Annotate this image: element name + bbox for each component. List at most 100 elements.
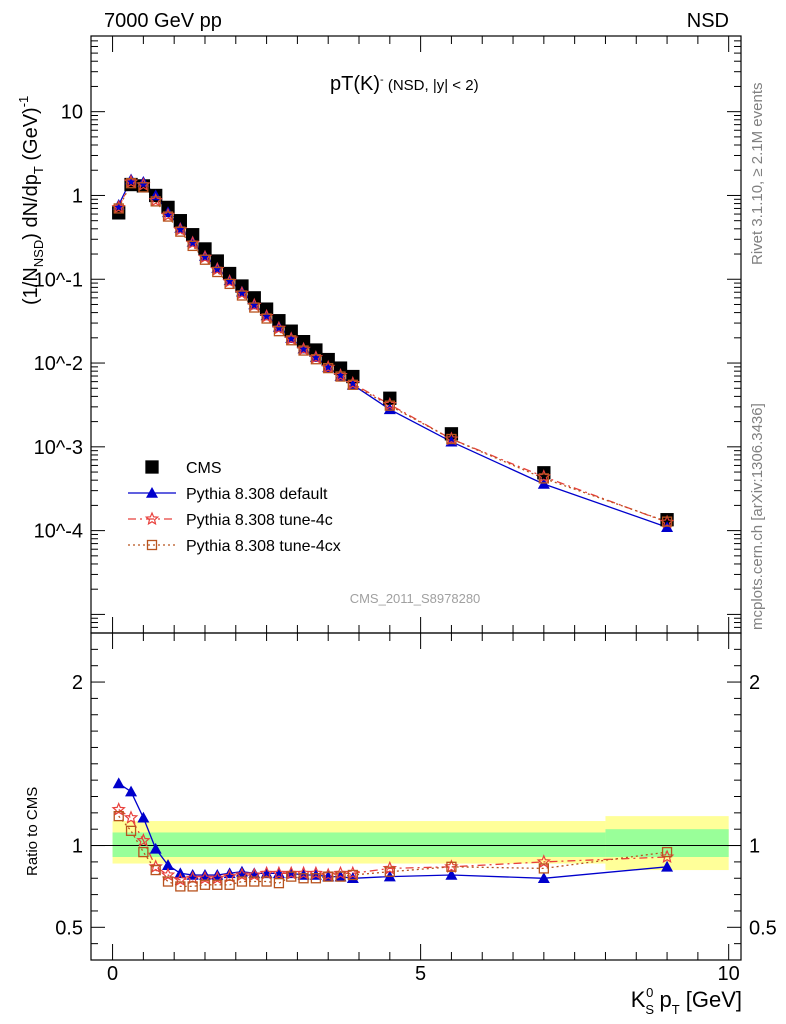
tune4cx-data-point [236,290,248,301]
ratio-tune4cx-point [236,876,248,887]
ratio-y-tick-label-right: 1 [749,836,760,858]
ratio-y-tick-label-left: 2 [72,672,83,694]
ratio-default-point [223,867,236,879]
main-title-main: pT(K) [330,73,380,95]
main-title-sup: - [380,74,384,86]
tune4cx-data-point [125,178,137,189]
ratio-default-point [661,860,674,872]
ratio-tune4cx-point [162,876,174,887]
ratio-tune4c-point [536,854,551,869]
ratio-tune4cx-point [446,861,457,872]
default-data-point [137,175,150,187]
ratio-default-point [162,859,175,870]
ratio-tune4c-point [111,802,126,816]
ratio-default-point [198,868,211,880]
ratio-y-tick-label-right: 2 [749,672,760,694]
ratio-tune4c-point [271,865,287,880]
x-tick-label: 10 [718,963,740,985]
ratio-default-point [211,868,224,880]
main-y-tick-label: 10^-4 [34,521,83,543]
header-left: 7000 GeV pp [104,10,222,32]
legend-label: Pythia 8.308 default [186,486,328,503]
x-axis-label: KS0 pT [GeV] [631,985,742,1017]
ratio-frame [90,632,742,961]
ratio-uncertainty-band-inner [112,832,606,857]
ratio-default-point [445,868,458,880]
ratio-tune4cx-point [113,810,124,822]
ratio-tune4c-point [185,870,200,885]
ratio-tune4c-point [259,865,274,880]
main-y-tick-label: 10^-2 [34,353,83,375]
ratio-tune4cx-point [224,879,235,890]
tune4cx-data-point [162,211,174,222]
tune4cx-data-point [661,516,673,527]
main-y-tick-label: 10^-1 [34,269,83,291]
ratio-tune4c-point [247,867,262,882]
tune4cx-data-point [538,473,549,484]
legend-label: Pythia 8.308 tune-4cx [186,538,341,555]
tune4cx-data-point [249,302,260,313]
ratio-tune4c-point [123,810,139,824]
ratio-default-point [149,842,162,854]
ratio-default-point [112,777,125,789]
ratio-tune4c-point [160,867,176,882]
ratio-default-point [137,811,150,823]
tune4cx-data-point [335,371,346,382]
tune4cx-data-point [224,278,235,290]
ratio-tune4cx-point [323,871,334,882]
header-right: NSD [687,10,729,32]
ratio-default-point [125,785,138,797]
ratio-tune4cx-point [125,825,137,836]
tune4cx-data-point [446,433,457,445]
ratio-tune4cx-point [249,876,260,887]
ratio-default-point [537,872,550,884]
x-tick-label: 5 [415,963,426,985]
ratio-tune4cx-point [310,873,322,884]
legend-label: Pythia 8.308 tune-4c [186,512,333,529]
ratio-tune4c-line [118,809,668,881]
main-y-axis-label: (1/NNSD) dN/dpT (GeV)-1 [16,96,46,305]
ratio-default-point [235,865,248,877]
ratio-tune4c-point [382,860,397,875]
ratio-tune4cx-point [175,881,186,892]
ratio-tune4cx-point [150,864,161,876]
legend-tune4cx-marker [146,539,158,551]
analysis-watermark: CMS_2011_S8978280 [350,591,481,606]
tune4cx-data-point [298,345,309,356]
ratio-tune4c-point [148,859,163,873]
ratio-tune4c-point [197,870,213,885]
ratio-uncertainty-band-inner [605,829,729,857]
tune4cx-data-point [310,354,322,365]
ratio-tune4c-point [222,869,237,883]
ratio-y-tick-label-left: 1 [72,836,83,858]
main-title: pT(K)- (NSD, |y| < 2) [330,73,479,95]
ratio-y-axis-label: Ratio to CMS [24,787,41,876]
ratio-tune4c-point [173,872,188,886]
ratio-tune4cx-point [335,871,346,882]
legend-label: CMS [186,460,222,477]
legend-tune4c-marker [144,511,160,526]
ratio-tune4c-point [136,833,151,847]
ratio-tune4cx-point [199,879,211,890]
tune4cx-data-point [150,196,161,207]
tune4cx-data-point [113,203,124,214]
tune4cx-data-point [286,335,297,346]
ratio-y-tick-label-right: 0.5 [749,917,777,939]
main-title-rest: (NSD, |y| < 2) [384,77,479,94]
ratio-tune4cx-point [661,846,673,858]
legend-default-marker [146,487,158,498]
ratio-tune4cx-point [187,881,198,892]
ratio-plot: 0.5 0.5 1 1 2 2 0 5 10 [55,632,777,985]
ratio-y-tick-label-left: 0.5 [55,917,83,939]
main-y-tick-label: 1 [72,185,83,207]
x-tick-label: 0 [107,963,118,985]
ratio-tune4cx-point [298,873,309,884]
ratio-tune4cx-point [286,871,297,882]
main-y-tick-label: 10 [61,102,83,124]
ratio-tune4c-point [210,870,225,885]
ratio-tune4c-point [333,865,348,880]
main-y-tick-label: 10^-3 [34,437,83,459]
ratio-tune4cx-point [273,878,285,889]
rivet-version-label: Rivet 3.1.10, ≥ 2.1M events [749,83,766,266]
